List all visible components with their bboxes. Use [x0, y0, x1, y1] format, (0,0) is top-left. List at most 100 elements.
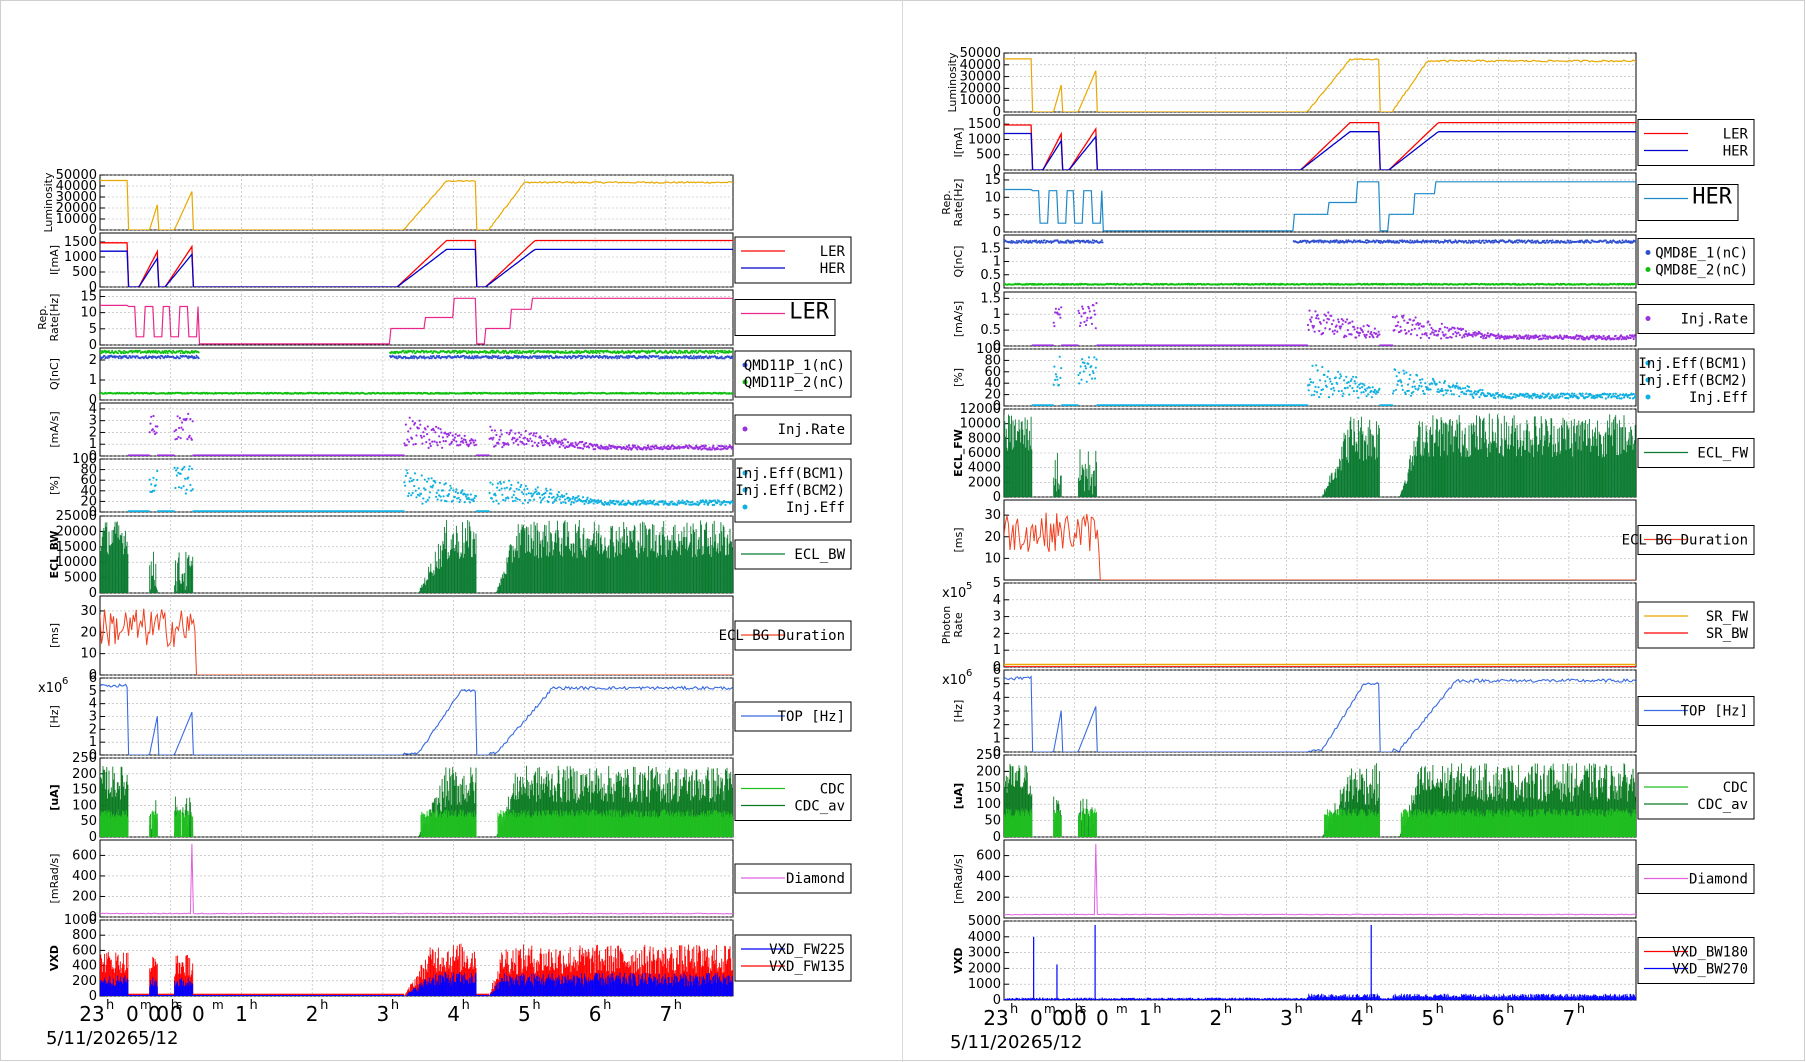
series-q2-dot [553, 350, 556, 353]
series-q1-dot [475, 356, 478, 359]
series-inj-eff-dot [413, 472, 417, 475]
series-inj-eff-dot [148, 478, 151, 481]
series-q2-dot [594, 349, 597, 352]
series-inj-rate-dot [474, 439, 477, 442]
y-tick-label: 0 [89, 748, 97, 763]
series-inj-eff-dot [409, 477, 412, 480]
series-q1-dot [103, 354, 106, 357]
series-q2-dot [713, 352, 716, 355]
panel-frame [99, 289, 734, 346]
legend-marker [742, 487, 748, 493]
series-inj-rate-dot [563, 446, 567, 449]
series-inj-eff-dot [175, 474, 178, 477]
series-q1-dot [475, 355, 477, 358]
series-inj-eff-dot [414, 489, 417, 492]
series-inj-eff-dot [499, 482, 502, 485]
series-q2-dot [645, 350, 648, 353]
series-inj-eff-dot [494, 494, 497, 497]
series-q1-dot [106, 357, 109, 359]
series-q2-dot [515, 352, 517, 354]
series-inj-eff-dot [154, 484, 157, 487]
legend-label: Inj.Eff(BCM2) [735, 483, 845, 499]
series-inj-rate-dot [493, 429, 496, 432]
series-inj-eff-dot [498, 489, 501, 492]
legend-label: ECL_BW [794, 547, 845, 563]
series-inj-eff-dot [607, 501, 610, 505]
series-q1-dot [120, 357, 123, 360]
series-luminosity-line [100, 179, 733, 230]
series-inj-eff-dot [543, 496, 546, 499]
series-inj-eff-dot [547, 501, 550, 504]
series-inj-eff-dot [542, 497, 545, 500]
series-q2-dot [690, 350, 693, 352]
series-inj-rate-dot [439, 428, 442, 431]
legend-eclbg: ECL BG Duration [719, 620, 852, 651]
series-inj-rate-dot [447, 433, 450, 437]
series-q2-dot [695, 349, 698, 352]
series-inj-eff-dot [657, 503, 660, 506]
series-inj-eff-dot [492, 500, 495, 503]
series-inj-eff-dot [549, 488, 552, 491]
series-q2-dot [104, 350, 107, 353]
series-inj-eff-dot [449, 484, 452, 487]
series-inj-rate-dot [454, 433, 457, 436]
series-inj-rate-dot [581, 440, 584, 443]
series-inj-eff-dot [466, 493, 469, 496]
series-q2-dot [530, 351, 532, 354]
y-tick-label: 15 [80, 289, 97, 304]
series-inj-rate-dot [669, 447, 672, 450]
series-inj-eff-dot [473, 496, 476, 500]
series-inj-rate-dot [453, 439, 456, 442]
series-q2-dot [654, 350, 657, 353]
series-q2-dot [394, 352, 397, 355]
y-tick-label: 0 [89, 280, 97, 295]
series-inj-rate-dot [425, 441, 428, 444]
series-inj-eff-dot [452, 489, 455, 492]
series-q2-dot [491, 351, 494, 354]
series-inj-eff-dot [147, 510, 151, 512]
series-inj-rate-dot [444, 440, 447, 443]
series-inj-rate-dot [426, 425, 429, 428]
series-q2-dot [122, 352, 125, 355]
series-q1-dot [626, 357, 629, 360]
series-inj-eff-dot [539, 501, 542, 504]
y-tick-label: 0 [89, 830, 97, 845]
series-inj-eff-dot [438, 494, 441, 497]
y-tick-label: 30000 [56, 190, 97, 205]
series-inj-eff-dot [500, 487, 503, 490]
series-q2-dot [149, 351, 152, 354]
series-inj-rate-dot [468, 439, 472, 442]
series-inj-eff-dot [652, 499, 656, 502]
series-q2-dot [647, 349, 650, 352]
legend-box [734, 299, 836, 336]
series-inj-rate-dot [153, 432, 157, 436]
series-inj-rate-dot [178, 426, 181, 430]
series-inj-rate-dot [458, 434, 461, 437]
series-inj-rate-dot [191, 420, 194, 423]
series-inj-rate-dot [426, 433, 429, 436]
series-inj-rate-dot [655, 444, 658, 448]
series-q2-dot [466, 352, 469, 355]
series-inj-eff-dot [668, 503, 671, 506]
series-q1-dot [625, 355, 628, 358]
y-tick-label: 15000 [56, 540, 97, 555]
series-inj-rate-dot [465, 441, 468, 444]
series-inj-eff-dot [468, 498, 471, 501]
series-inj-rate-dot [451, 434, 454, 437]
series-inj-eff-dot [522, 492, 525, 496]
series-inj-rate-dot [175, 428, 178, 431]
series-inj-rate-dot [407, 430, 410, 433]
series-inj-eff-dot [586, 496, 589, 499]
series-q2-dot [723, 351, 725, 354]
series-q2-dot [518, 352, 520, 354]
series-inj-eff-dot [707, 503, 710, 506]
series-inj-rate-dot [516, 438, 519, 441]
series-q2-dot [591, 352, 594, 354]
series-q2-dot [516, 349, 519, 352]
series-inj-eff-dot [423, 478, 426, 481]
series-inj-rate-dot [435, 425, 438, 428]
series-inj-eff-dot [430, 477, 433, 480]
series-inj-eff-dot [696, 500, 699, 503]
series-q1-dot [689, 355, 692, 357]
